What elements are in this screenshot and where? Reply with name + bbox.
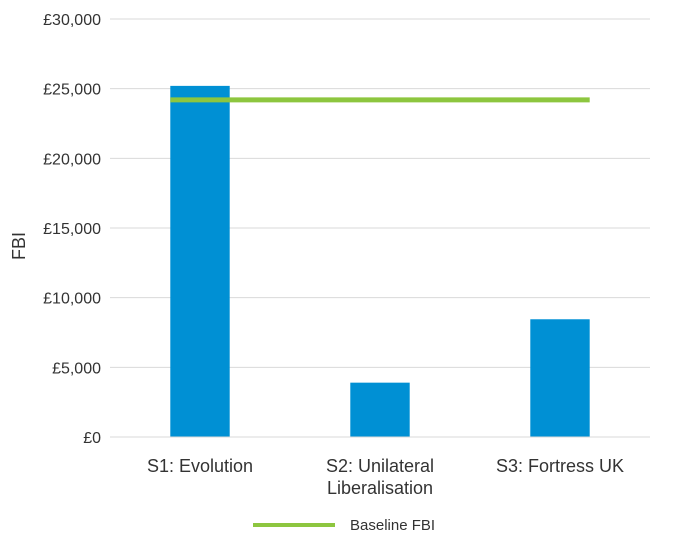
y-tick-label: £10,000 bbox=[43, 291, 101, 308]
y-axis-tick-labels: £0 £5,000 £10,000 £15,000 £20,000 £25,000 £30,… bbox=[43, 12, 101, 447]
bar bbox=[170, 85, 230, 437]
legend-label-baseline: Baseline FBI bbox=[350, 517, 435, 534]
bar bbox=[530, 319, 590, 437]
bar bbox=[350, 382, 410, 437]
y-tick-label: £30,000 bbox=[43, 12, 101, 29]
legend: Baseline FBI bbox=[253, 517, 435, 534]
x-category-label: S3: Fortress UK bbox=[496, 456, 624, 476]
bars bbox=[170, 85, 590, 437]
y-tick-label: £25,000 bbox=[43, 82, 101, 99]
y-tick-label: £0 bbox=[83, 430, 101, 447]
x-axis-category-labels: S1: Evolution S2: Unilateral Liberalisatio… bbox=[147, 456, 624, 498]
y-tick-label: £5,000 bbox=[52, 360, 101, 377]
y-tick-label: £15,000 bbox=[43, 221, 101, 238]
x-category-label: S1: Evolution bbox=[147, 456, 253, 476]
x-category-label: S2: Unilateral Liberalisation bbox=[326, 456, 434, 498]
y-axis-title: FBI bbox=[9, 232, 29, 260]
y-tick-label: £20,000 bbox=[43, 151, 101, 168]
